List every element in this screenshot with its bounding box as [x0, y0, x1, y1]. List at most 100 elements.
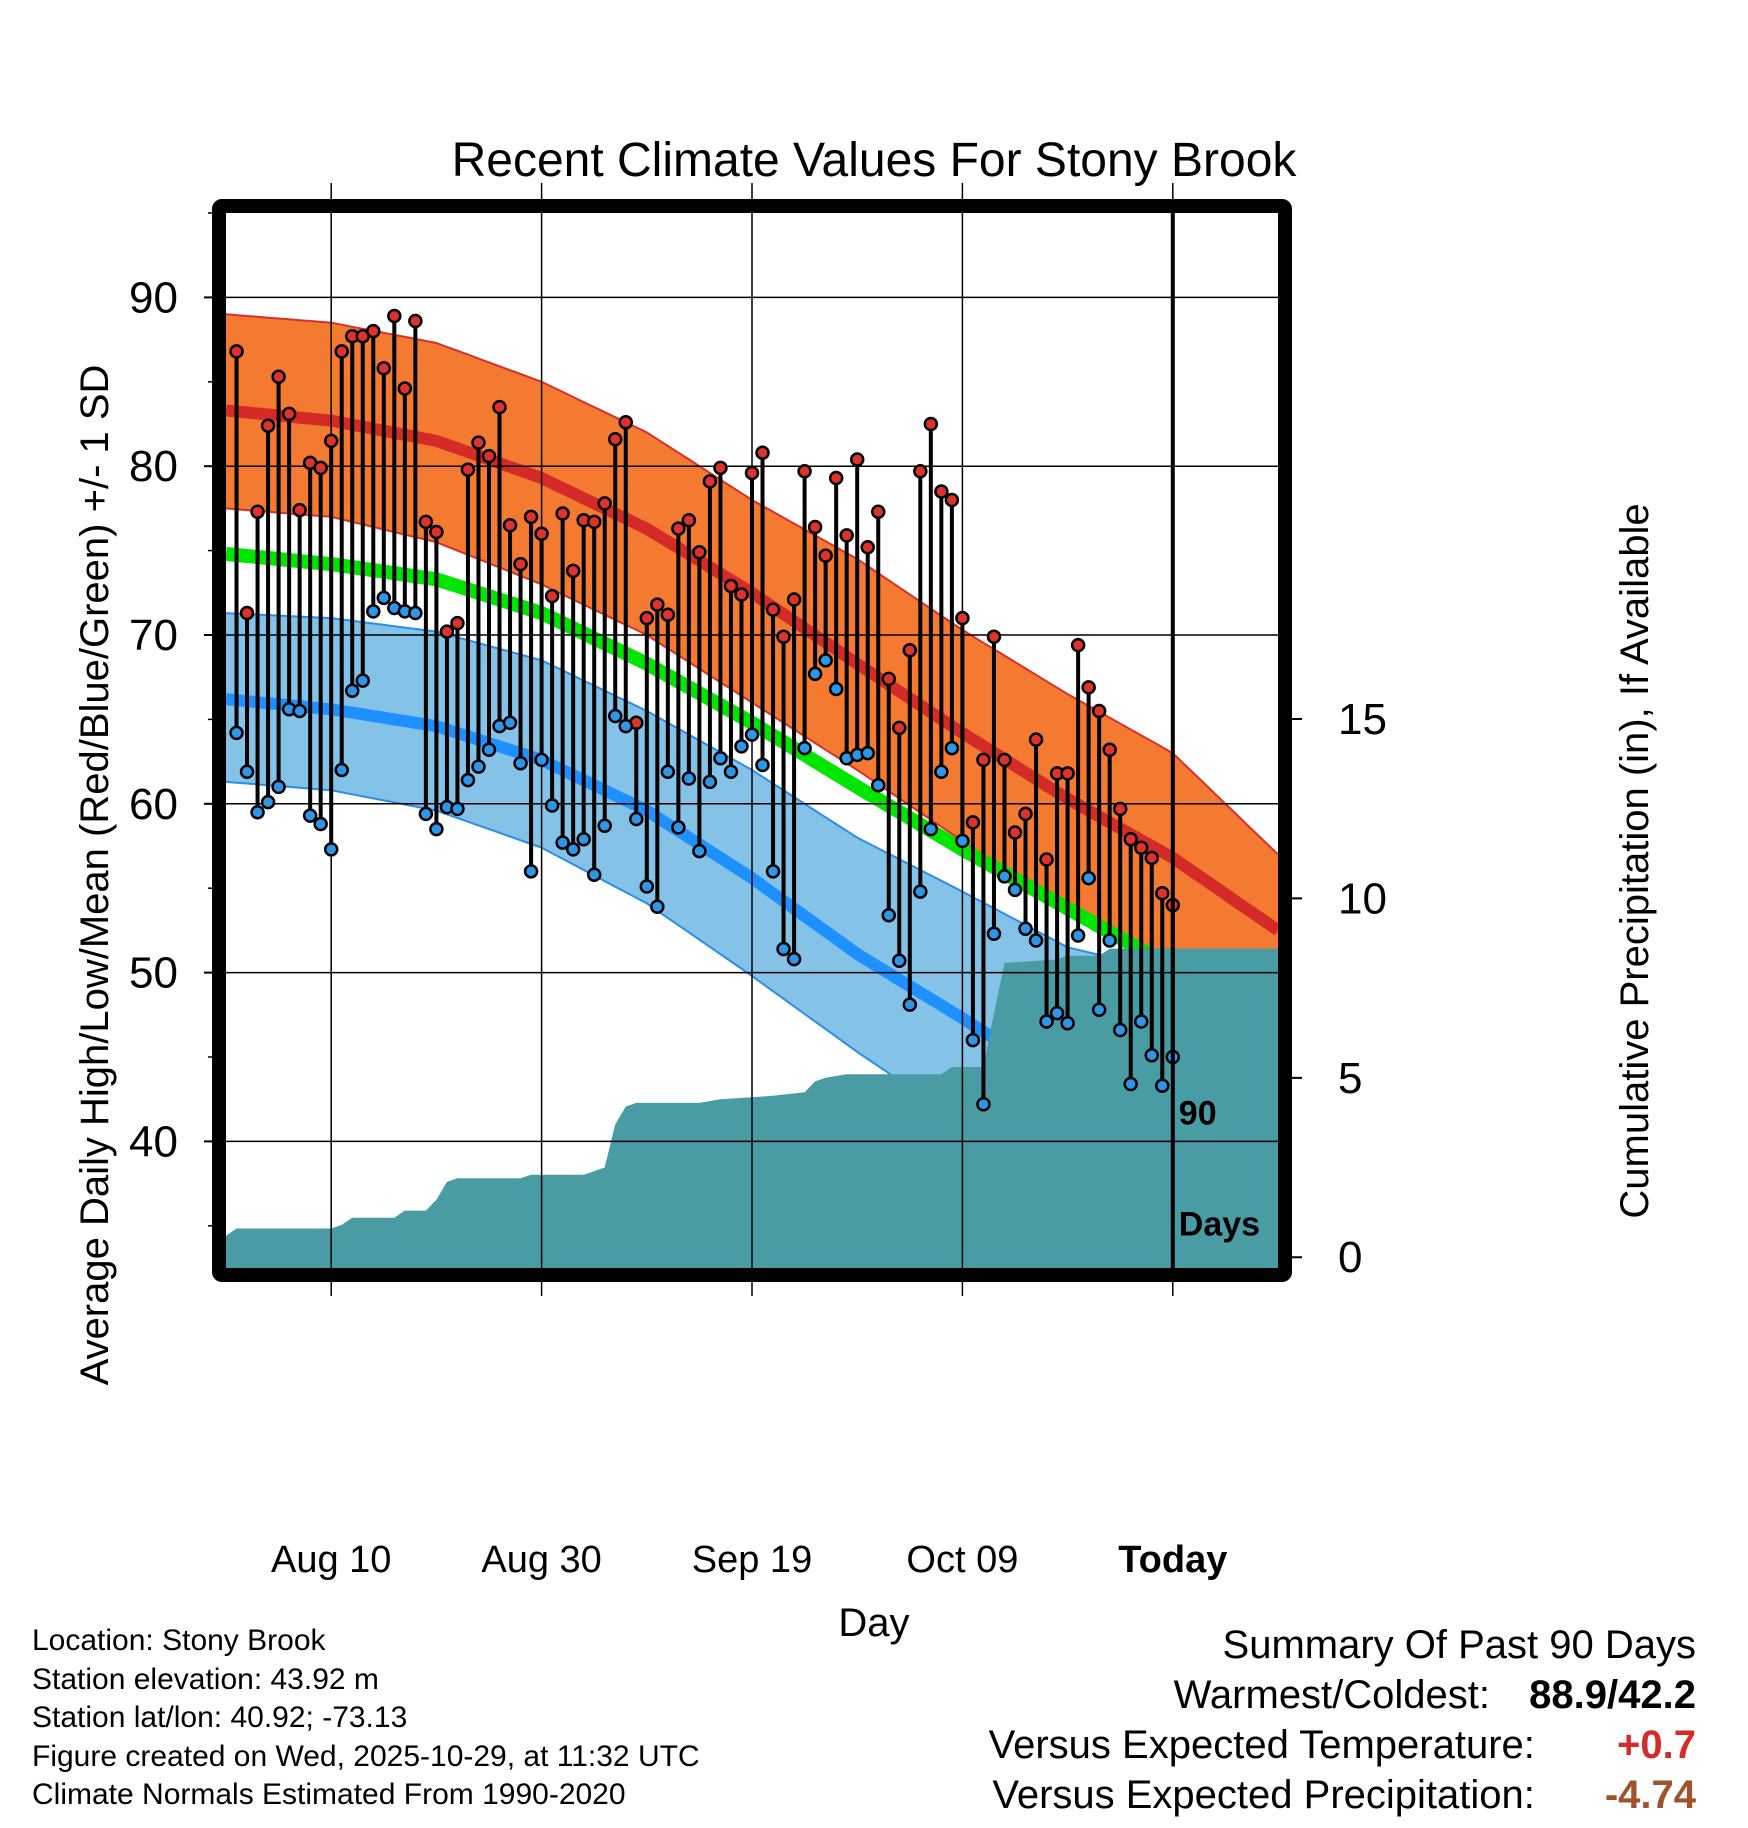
- daily-high-point: [1081, 680, 1096, 695]
- daily-high-point: [292, 502, 307, 518]
- daily-low-point: [418, 806, 434, 822]
- daily-low-point: [765, 864, 781, 879]
- temp-departure-row: Versus Expected Temperature: +0.7: [796, 1720, 1696, 1770]
- precip-departure-row: Versus Expected Precipitation: -4.74: [796, 1770, 1696, 1820]
- daily-low-point: [1039, 1014, 1054, 1029]
- daily-low-point: [334, 762, 349, 778]
- daily-low-point: [1155, 1078, 1170, 1093]
- daily-low-point: [576, 831, 591, 847]
- daily-low-point: [734, 739, 749, 754]
- daily-low-point: [660, 764, 676, 779]
- x-tick-label: Today: [1118, 1539, 1227, 1581]
- daily-low-point: [944, 740, 960, 756]
- daily-high-point: [797, 464, 812, 479]
- daily-low-point: [1081, 870, 1096, 886]
- daily-low-point: [650, 899, 665, 915]
- daily-low-point: [828, 681, 844, 697]
- daily-high-point: [366, 323, 381, 339]
- daily-high-point: [229, 344, 244, 359]
- daily-high-point: [1144, 850, 1160, 866]
- daily-high-point: [607, 431, 623, 447]
- latlon-text: Station lat/lon: 40.92; -73.13: [32, 1701, 408, 1734]
- daily-low-point: [513, 756, 528, 771]
- daily-low-point: [429, 821, 444, 837]
- x-tick-label: Aug 30: [481, 1539, 601, 1581]
- daily-high-point: [471, 435, 486, 450]
- daily-low-point: [271, 779, 286, 795]
- daily-low-point: [376, 590, 392, 606]
- daily-high-point: [271, 369, 286, 384]
- normals-text: Climate Normals Estimated From 1990-2020: [32, 1778, 626, 1811]
- today-days-label-line2: Days: [1179, 1206, 1260, 1244]
- daily-high-point: [334, 344, 349, 359]
- temp-departure-label: Versus Expected Temperature:: [988, 1723, 1535, 1767]
- y-axis-label: Average Daily High/Low/Mean (Red/Blue/Gr…: [73, 365, 117, 1386]
- elevation-text: Station elevation: 43.92 m: [32, 1662, 379, 1696]
- daily-low-point: [1018, 921, 1033, 936]
- y-tick-label: 60: [129, 780, 178, 829]
- daily-high-point: [597, 496, 612, 511]
- daily-high-point: [586, 514, 602, 530]
- daily-low-point: [860, 745, 875, 761]
- daily-high-point: [881, 671, 897, 687]
- daily-high-point: [860, 539, 875, 555]
- daily-high-point: [723, 578, 739, 594]
- temp-departure-value: +0.7: [1617, 1723, 1696, 1767]
- y2-tick-label: 0: [1338, 1233, 1362, 1282]
- daily-low-point: [713, 750, 728, 766]
- daily-low-point: [471, 759, 486, 774]
- daily-low-point: [260, 794, 276, 810]
- daily-high-point: [997, 752, 1012, 768]
- y-tick-label: 70: [129, 611, 178, 660]
- summary-panel: Summary Of Past 90 Days Warmest/Coldest:…: [796, 1620, 1696, 1820]
- daily-low-point: [639, 879, 655, 894]
- daily-high-point: [1123, 831, 1138, 847]
- daily-low-point: [807, 666, 823, 682]
- y2-tick-label: 10: [1338, 874, 1387, 923]
- x-tick-label: Aug 10: [271, 1539, 391, 1581]
- daily-high-point: [870, 504, 886, 520]
- daily-low-point: [671, 820, 686, 835]
- warmest-coldest-value: 88.9/42.2: [1529, 1670, 1696, 1720]
- daily-high-point: [955, 610, 970, 626]
- daily-high-point: [639, 610, 655, 626]
- daily-low-point: [292, 703, 307, 719]
- daily-high-point: [481, 448, 497, 464]
- daily-high-point: [513, 556, 528, 572]
- daily-low-point: [744, 727, 760, 742]
- daily-low-point: [250, 804, 265, 820]
- daily-low-point: [629, 811, 644, 827]
- daily-high-point: [765, 602, 781, 617]
- daily-high-point: [786, 592, 802, 607]
- daily-high-point: [828, 470, 844, 486]
- daily-low-point: [355, 673, 371, 688]
- y2-tick-label: 5: [1338, 1054, 1362, 1103]
- plot-inner: 90 Days: [226, 213, 1278, 1268]
- daily-high-point: [818, 548, 833, 563]
- daily-low-point: [702, 774, 718, 790]
- daily-low-point: [534, 752, 549, 768]
- daily-low-point: [692, 843, 707, 859]
- daily-low-point: [460, 772, 476, 788]
- daily-low-point: [818, 653, 833, 668]
- daily-high-point: [387, 308, 402, 324]
- daily-low-point: [1060, 1015, 1075, 1031]
- daily-high-point: [450, 615, 465, 631]
- daily-high-point: [734, 587, 749, 602]
- daily-low-point: [902, 997, 918, 1012]
- daily-high-point: [250, 504, 265, 520]
- daily-high-point: [839, 528, 854, 543]
- daily-low-point: [965, 1032, 981, 1048]
- x-tick-label: Sep 19: [692, 1539, 812, 1581]
- warmest-coldest-label: Warmest/Coldest:: [1173, 1673, 1491, 1717]
- daily-high-point: [671, 521, 686, 536]
- daily-low-point: [892, 953, 907, 969]
- daily-low-point: [481, 742, 497, 758]
- daily-low-point: [913, 884, 928, 899]
- daily-high-point: [1155, 886, 1170, 901]
- daily-high-point: [944, 492, 960, 508]
- daily-low-point: [997, 869, 1012, 884]
- daily-high-point: [923, 416, 939, 432]
- daily-high-point: [439, 624, 455, 639]
- daily-high-point: [376, 361, 392, 376]
